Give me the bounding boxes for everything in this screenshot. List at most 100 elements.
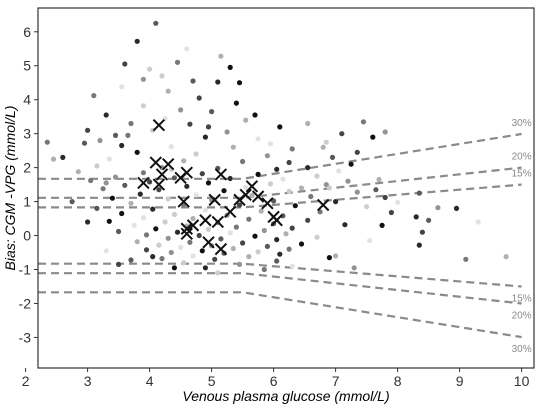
data-point — [140, 103, 146, 109]
reference-line-label: 20% — [512, 152, 532, 163]
data-point — [249, 192, 255, 199]
cross-point — [180, 222, 194, 235]
y-tick-label: -3 — [19, 329, 32, 345]
data-point — [91, 93, 97, 99]
data-point — [314, 234, 320, 240]
data-point — [305, 217, 311, 223]
data-point — [364, 204, 370, 210]
data-point — [103, 112, 109, 118]
cross-point — [251, 190, 265, 203]
data-point — [373, 187, 379, 193]
y-tick-label: 6 — [23, 24, 31, 40]
data-point — [416, 190, 422, 196]
data-point — [184, 183, 190, 189]
reference-line-label: 15% — [512, 169, 532, 180]
cross-point — [186, 219, 200, 232]
data-point — [202, 265, 208, 271]
data-point — [131, 222, 137, 228]
data-point — [233, 224, 239, 230]
data-point — [150, 206, 156, 212]
data-point — [103, 248, 109, 254]
data-point — [165, 88, 171, 94]
y-axis: -3 -2 -1 0 1 2 3 4 5 6 — [19, 24, 38, 345]
data-point — [215, 79, 221, 85]
data-point — [165, 235, 171, 241]
data-point — [277, 251, 283, 257]
cross-point — [214, 242, 228, 256]
data-point — [233, 100, 239, 106]
data-point — [289, 146, 295, 152]
data-point — [326, 255, 332, 261]
cross-point — [208, 193, 221, 207]
data-point — [376, 176, 382, 183]
reference-line-upper-20pct — [38, 166, 522, 199]
data-point — [143, 247, 150, 253]
data-point — [165, 196, 171, 202]
data-point — [128, 120, 134, 127]
data-point — [224, 129, 230, 135]
cross-markers — [137, 118, 330, 256]
data-point — [171, 211, 177, 218]
data-point — [109, 195, 115, 201]
data-point — [168, 249, 174, 256]
data-point — [112, 132, 119, 138]
data-point — [85, 219, 91, 225]
x-tick-label: 10 — [514, 373, 530, 389]
data-point — [360, 119, 367, 125]
data-point — [367, 238, 373, 244]
data-point — [240, 240, 246, 246]
data-point — [227, 230, 233, 236]
data-point — [246, 216, 252, 222]
y-tick-label: -1 — [19, 262, 32, 278]
data-point — [94, 163, 100, 169]
data-point — [320, 144, 326, 150]
data-point — [292, 203, 298, 209]
data-point — [252, 112, 258, 118]
cross-point — [152, 178, 166, 191]
x-tick-label: 6 — [270, 373, 278, 389]
data-point — [100, 186, 106, 192]
data-point — [243, 117, 249, 123]
data-point — [243, 184, 249, 190]
data-point — [395, 199, 401, 205]
reference-line-lower-30pct — [38, 291, 522, 339]
reference-line-label: 15% — [512, 293, 532, 304]
data-point — [150, 254, 156, 260]
data-point — [137, 191, 143, 197]
y-tick-label: 0 — [23, 228, 31, 244]
data-point — [286, 246, 292, 252]
cross-point — [211, 215, 225, 229]
data-point — [351, 265, 357, 271]
data-point — [215, 270, 221, 276]
data-point — [75, 169, 81, 175]
cross-point — [155, 168, 169, 181]
data-point — [339, 131, 345, 137]
data-point — [88, 177, 94, 184]
cross-point — [270, 214, 283, 227]
data-point — [274, 258, 280, 264]
cross-point — [202, 236, 215, 249]
data-point — [122, 61, 128, 67]
data-point — [202, 207, 208, 213]
data-point — [134, 239, 140, 245]
data-point — [264, 153, 270, 159]
reference-line-lower-20pct — [38, 272, 522, 305]
data-point — [122, 182, 128, 188]
data-point — [187, 121, 193, 127]
data-point — [426, 217, 432, 223]
data-point — [416, 242, 422, 248]
data-point — [289, 263, 295, 269]
data-point — [336, 168, 342, 174]
x-tick-label: 4 — [146, 373, 154, 389]
data-point — [230, 144, 236, 150]
data-point — [326, 185, 332, 191]
data-point — [230, 245, 236, 252]
data-point — [267, 181, 274, 187]
data-point — [370, 134, 376, 140]
data-point — [128, 200, 134, 206]
plot-frame — [37, 7, 535, 369]
data-point — [388, 209, 394, 216]
data-point — [298, 185, 305, 191]
cross-point — [180, 166, 194, 179]
